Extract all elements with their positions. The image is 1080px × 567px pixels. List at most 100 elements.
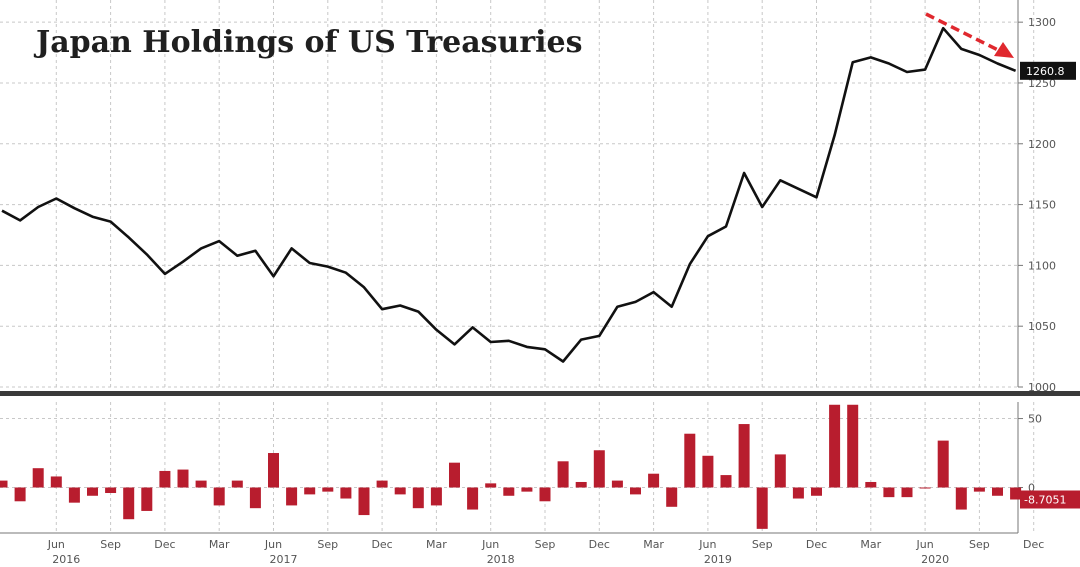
ytick-label-main: 1300 [1028,16,1056,29]
bar [648,473,660,488]
bar [756,487,768,529]
bar [829,404,841,488]
bar [249,487,261,509]
year-label: 2020 [921,553,949,566]
bar [268,453,279,488]
bar [883,487,895,498]
xtick-label: Sep [969,538,990,551]
bar [774,454,786,488]
bar [738,424,750,488]
bar [539,487,551,502]
xtick-label: Jun [698,538,716,551]
bar [394,487,406,495]
trend-arrow-shaft [925,12,1003,54]
bars-layer [0,404,1022,529]
bar [955,487,967,510]
bar [177,469,189,488]
xtick-label: Jun [916,538,934,551]
last-value-tag-sub [1020,490,1080,509]
bar [992,487,1003,496]
bar [376,480,388,488]
bar [485,483,497,488]
xtick-label: Mar [860,538,881,551]
last-value-tag-main [1020,61,1076,80]
ytick-label-main: 1000 [1028,381,1056,394]
bar [1010,487,1022,500]
series-line [1,26,1017,363]
bar [919,487,931,489]
bar [847,404,859,488]
bar [973,487,985,492]
year-label: 2016 [52,553,80,566]
bar [123,487,135,520]
xtick-label: Mar [643,538,664,551]
bar [50,476,62,488]
ytick-label-main: 1250 [1028,77,1056,90]
year-label: 2018 [487,553,515,566]
bar [937,440,949,488]
xtick-label: Jun [481,538,499,551]
bar [467,487,479,510]
bar [340,487,352,499]
xtick-label: Dec [589,538,610,551]
bar [611,480,623,488]
bar [430,487,442,506]
year-label: 2017 [270,553,298,566]
bar [0,480,8,488]
bar [412,487,424,509]
xtick-label: Dec [371,538,392,551]
bar [503,487,515,496]
bar [702,455,714,488]
xtick-label: Dec [1023,538,1044,551]
xtick-label: Sep [317,538,338,551]
ytick-label-main: 1150 [1028,199,1056,212]
xtick-label: Sep [752,538,773,551]
bar [792,487,804,499]
panel-divider [0,391,1080,396]
xtick-label: Mar [426,538,447,551]
xtick-label: Dec [806,538,827,551]
bar [593,450,605,488]
xtick-label: Sep [100,538,121,551]
bar [575,481,587,488]
bar [304,487,316,495]
xtick-label: Mar [209,538,230,551]
bar [449,462,460,488]
bar [68,487,80,503]
bar [14,487,26,502]
bar [195,480,207,488]
bar [231,480,243,488]
bar [811,487,822,496]
bar [684,433,696,488]
bar [901,487,913,498]
bar [630,487,641,495]
bar [521,487,533,492]
bar [322,487,334,492]
last-value-label-main: 1260.8 [1026,65,1065,78]
ytick-label-sub: 0 [1028,481,1035,494]
ytick-label-sub: 50 [1028,413,1042,426]
bar [87,487,98,496]
ytick-label-main: 1200 [1028,138,1056,151]
chart-title: Japan Holdings of US Treasuries [33,25,583,60]
bar [358,487,370,516]
xtick-label: Jun [264,538,282,551]
trend-arrow-head [994,42,1014,58]
bar [865,481,877,488]
axes-layer [0,0,1080,534]
bar [286,487,298,506]
ytick-label-main: 1100 [1028,259,1056,272]
bar [105,487,117,494]
bar [557,461,569,488]
bar [213,487,225,506]
year-label: 2019 [704,553,732,566]
xtick-label: Dec [154,538,175,551]
labels-layer: 1000 1050 1100 1150 1200 1250 1300 0 50 1260.8 -8.… [47,16,1080,566]
xtick-label: Jun [47,538,65,551]
bar [32,468,44,488]
last-value-label-sub: -8.7051 [1024,493,1066,506]
bar [159,470,171,488]
bar [666,487,678,507]
ytick-label-main: 1050 [1028,320,1056,333]
